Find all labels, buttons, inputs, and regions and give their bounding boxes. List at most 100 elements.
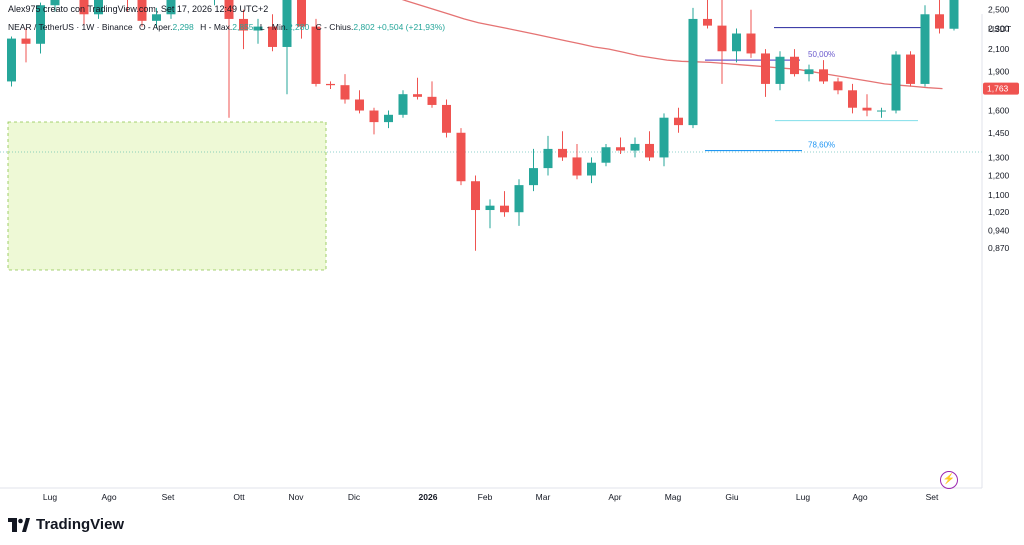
candle — [848, 83, 857, 114]
symbol-label[interactable]: NEAR / TetherUS · 1W · Binance — [8, 22, 133, 32]
candle — [790, 49, 799, 77]
y-tick-label: 2,300 — [988, 24, 1010, 34]
y-axis-unit: USDT — [988, 24, 1011, 34]
candle — [224, 0, 234, 118]
candle — [572, 143, 582, 180]
candle-body — [529, 168, 538, 186]
candle-body — [36, 5, 45, 44]
candle — [688, 7, 698, 129]
candle — [746, 9, 756, 58]
y-tick-label: 0,870 — [988, 243, 1010, 253]
candle — [935, 0, 944, 34]
price-tags: 3,1362,8021,763 — [983, 82, 1019, 95]
candle-body — [239, 18, 248, 31]
price-tag: 1,763 — [983, 82, 1019, 95]
candle-body — [674, 117, 683, 126]
candle — [775, 51, 785, 91]
candle — [514, 179, 524, 226]
candle — [949, 0, 959, 31]
candle — [36, 2, 45, 54]
candle — [282, 0, 292, 95]
candle-body — [253, 26, 263, 31]
moving-average-line — [401, 0, 943, 90]
author-line: Alex975 creato con TradingView.com, Set … — [8, 4, 269, 14]
candle-body — [137, 0, 147, 21]
tradingview-logo-icon — [8, 517, 30, 532]
candle-body — [471, 181, 480, 211]
candle — [645, 131, 654, 161]
y-axis[interactable]: USDT3,8003,4003,0002,7002,5002,3002,1001… — [988, 0, 1011, 253]
x-tick-label: 2026 — [419, 492, 438, 502]
candle-body — [601, 147, 611, 163]
candle-body — [79, 0, 89, 15]
x-axis[interactable]: Lug Ago Set Ott Nov Dic 2026 Feb Mar Apr Mag Giu Lug… — [43, 492, 939, 502]
x-tick-label: Ago — [852, 492, 867, 502]
x-tick-label: Lug — [43, 492, 57, 502]
candle — [340, 74, 350, 104]
y-tick-label: 2,500 — [988, 5, 1010, 15]
candle — [297, 0, 306, 39]
candle-body — [427, 96, 437, 105]
high-value: 2,855 — [232, 22, 254, 32]
candle — [543, 135, 553, 176]
x-tick-label: Ott — [233, 492, 245, 502]
candle — [137, 0, 147, 27]
candle-body — [761, 53, 770, 84]
candle-body — [848, 90, 857, 108]
candle — [456, 128, 466, 186]
candle — [152, 7, 161, 29]
candle — [50, 0, 60, 12]
change-value: +0,504 (+21,93%) — [377, 22, 446, 32]
price-tag-box — [983, 82, 1019, 95]
candle-body — [7, 38, 16, 82]
lightning-icon[interactable]: ⚡ — [940, 471, 958, 489]
x-tick-label: Mar — [536, 492, 551, 502]
candle-body — [819, 69, 828, 82]
open-value: 2,298 — [172, 22, 194, 32]
candle — [311, 18, 321, 87]
candle — [413, 77, 422, 100]
candle-body — [920, 14, 930, 84]
candle — [384, 110, 393, 129]
candle — [485, 199, 495, 229]
candle-body — [717, 25, 727, 52]
candle — [703, 0, 712, 29]
candle-body — [500, 205, 509, 213]
y-tick-label: 1,600 — [988, 106, 1010, 116]
x-tick-label: Set — [926, 492, 939, 502]
candle-body — [224, 0, 234, 19]
candle-body — [50, 0, 60, 6]
x-tick-label: Giu — [725, 492, 739, 502]
candle-body — [630, 143, 640, 151]
candle — [833, 77, 843, 95]
candle-body — [297, 0, 306, 27]
candle — [587, 157, 596, 184]
tradingview-logo-text: TradingView — [36, 516, 125, 533]
candle — [761, 49, 770, 97]
ohlc-legend: NEAR / TetherUS · 1W · Binance O - Aper.… — [8, 22, 445, 32]
x-tick-label: Apr — [608, 492, 621, 502]
candle-body — [732, 33, 741, 52]
candle-body — [572, 157, 582, 176]
candle-body — [703, 18, 712, 26]
x-tick-label: Ago — [101, 492, 116, 502]
candle-body — [833, 81, 843, 91]
close-label: C - Chius. — [315, 22, 354, 32]
fibonacci-retracement: 50,00% 78,60% — [705, 26, 921, 152]
candle-body — [94, 0, 103, 15]
x-tick-label: Nov — [288, 492, 304, 502]
candle-body — [398, 94, 408, 115]
open-label: O - Aper. — [138, 22, 173, 32]
candle-body — [935, 14, 944, 29]
fib-level-label: 78,60% — [808, 141, 835, 150]
candle — [819, 60, 828, 84]
candle-body — [659, 117, 669, 158]
candle — [268, 14, 277, 52]
tradingview-logo[interactable]: TradingView — [8, 516, 124, 533]
candle-body — [645, 143, 654, 158]
y-tick-label: 2,100 — [988, 44, 1010, 54]
candle-body — [891, 54, 901, 111]
candle-body — [543, 148, 553, 169]
candle-body — [485, 205, 495, 211]
